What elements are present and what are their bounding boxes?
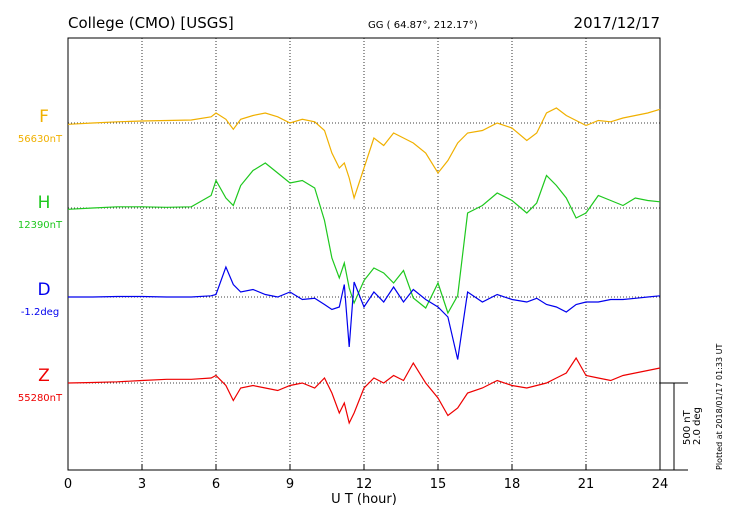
xtick-label-0: 0 [64, 477, 72, 492]
x-ticks: 0 3 6 9 12 15 18 21 24 [64, 464, 668, 492]
series-name-F: F [39, 107, 49, 127]
xtick-label-24: 24 [652, 477, 669, 492]
xtick-label-9: 9 [286, 477, 294, 492]
xtick-label-18: 18 [504, 477, 521, 492]
series-name-H: H [38, 193, 51, 213]
plot-timestamp: Plotted at 2018/01/17 01:33 UT [715, 344, 724, 470]
trace-D [68, 265, 661, 360]
xtick-label-3: 3 [138, 477, 146, 492]
series-baseline-D: -1.2deg [21, 307, 59, 318]
series-traces [67, 107, 661, 425]
scale-label-deg: 2.0 deg [692, 407, 703, 445]
series-name-Z: Z [38, 366, 50, 386]
scale-label-nt: 500 nT [682, 409, 693, 445]
series-name-D: D [37, 280, 50, 300]
xtick-label-12: 12 [356, 477, 373, 492]
trace-Z [67, 356, 661, 425]
series-baseline-F: 56630nT [18, 134, 63, 145]
xtick-label-21: 21 [578, 477, 595, 492]
trace-F [67, 107, 661, 201]
series-baseline-H: 12390nT [18, 220, 63, 231]
series-baseline-Z: 55280nT [18, 393, 63, 404]
date-label: 2017/12/17 [574, 14, 660, 32]
xtick-label-6: 6 [212, 477, 220, 492]
vertical-gridlines [141, 38, 587, 470]
series-labels: F 56630nT H 12390nT D -1.2deg Z 55280nT [18, 107, 63, 404]
trace-H [67, 162, 661, 315]
station-title: College (CMO) [USGS] [68, 14, 234, 32]
x-axis-label: U T (hour) [331, 492, 397, 507]
coords-label: GG ( 64.87°, 212.17°) [368, 20, 478, 31]
xtick-label-15: 15 [430, 477, 447, 492]
